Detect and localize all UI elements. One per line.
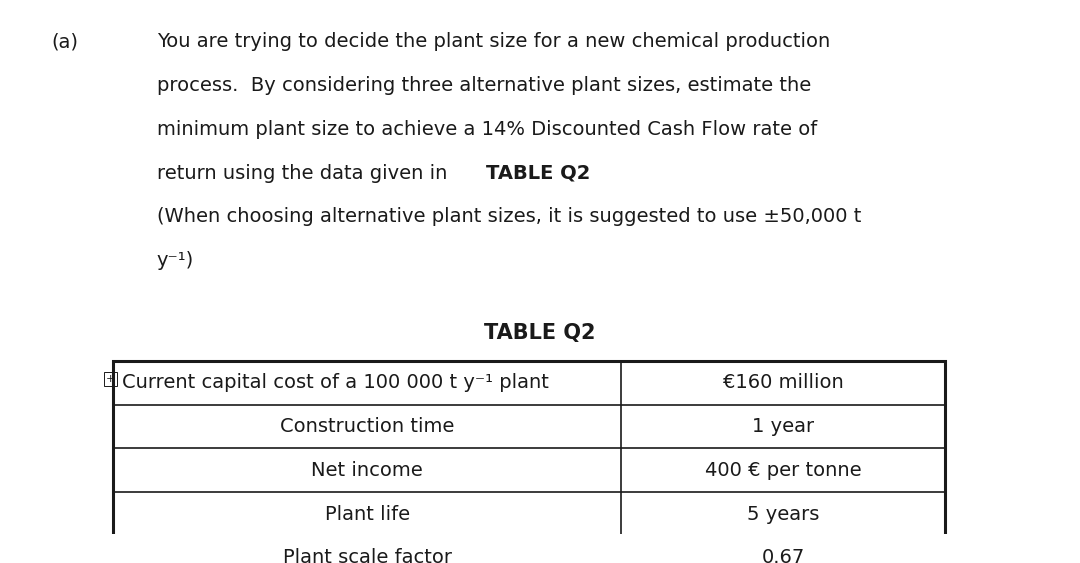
Text: €160 million: €160 million [723, 373, 843, 392]
Text: process.  By considering three alternative plant sizes, estimate the: process. By considering three alternativ… [157, 76, 811, 95]
Text: Construction time: Construction time [280, 417, 455, 436]
Text: (a): (a) [52, 32, 79, 51]
Text: (When choosing alternative plant sizes, it is suggested to use ±50,000 t: (When choosing alternative plant sizes, … [157, 207, 861, 226]
Bar [113, 361, 945, 563]
Text: minimum plant size to achieve a 14% Discounted Cash Flow rate of: minimum plant size to achieve a 14% Disc… [157, 120, 816, 138]
Text: 400 € per tonne: 400 € per tonne [704, 461, 862, 480]
Text: return using the data given in: return using the data given in [157, 163, 454, 182]
Text: Net income: Net income [311, 461, 423, 480]
Text: Plant scale factor: Plant scale factor [283, 548, 451, 563]
Text: Plant life: Plant life [325, 504, 409, 524]
Text: TABLE Q2: TABLE Q2 [484, 323, 596, 343]
Text: 5 years: 5 years [746, 504, 820, 524]
Text: Current capital cost of a 100 000 t y⁻¹ plant: Current capital cost of a 100 000 t y⁻¹ … [122, 373, 549, 392]
Text: 0.67: 0.67 [761, 548, 805, 563]
Text: y⁻¹): y⁻¹) [157, 251, 193, 270]
Text: TABLE Q2: TABLE Q2 [486, 163, 591, 182]
Text: You are trying to decide the plant size for a new chemical production: You are trying to decide the plant size … [157, 32, 829, 51]
Text: +: + [106, 374, 116, 384]
Text: 1 year: 1 year [752, 417, 814, 436]
